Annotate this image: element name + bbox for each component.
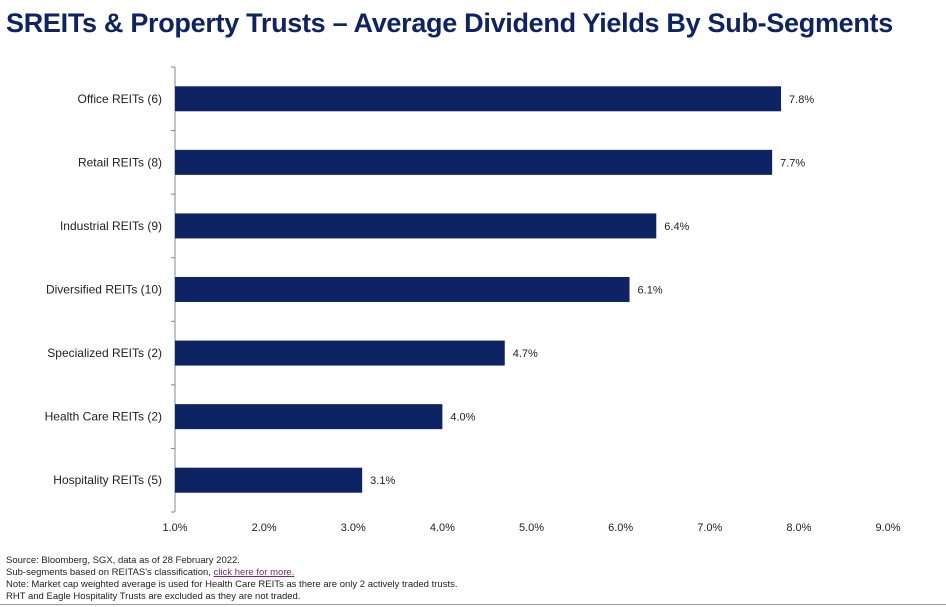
page-title: SREITs & Property Trusts – Average Divid… xyxy=(6,8,893,38)
click-here-link[interactable]: click here for more. xyxy=(213,567,295,578)
bar xyxy=(175,340,505,366)
bar-layer xyxy=(175,86,782,493)
data-label: 7.8% xyxy=(789,94,814,106)
bar xyxy=(175,86,782,112)
data-label: 3.1% xyxy=(370,475,395,487)
excluded-trusts-note: RHT and Eagle Hospitality Trusts are exc… xyxy=(6,591,301,602)
data-label: 6.4% xyxy=(664,221,689,233)
x-tick-label: 2.0% xyxy=(252,522,277,534)
chart-footer: Source: Bloomberg, SGX, data as of 28 Fe… xyxy=(6,555,457,603)
bar xyxy=(175,149,773,175)
category-label: Industrial REITs (9) xyxy=(60,219,162,233)
category-label: Health Care REITs (2) xyxy=(45,410,162,424)
x-tick-label: 4.0% xyxy=(430,522,455,534)
bar xyxy=(175,404,443,430)
x-tick-label: 5.0% xyxy=(519,522,544,534)
x-tick-label: 8.0% xyxy=(786,522,811,534)
classification-note-text: Sub-segments based on REITAS's classific… xyxy=(6,567,214,578)
category-label: Retail REITs (8) xyxy=(78,155,162,169)
classification-note: Sub-segments based on REITAS's classific… xyxy=(6,567,457,579)
x-tick-label: 1.0% xyxy=(162,522,187,534)
category-label: Office REITs (6) xyxy=(78,92,162,106)
x-tick-label: 6.0% xyxy=(608,522,633,534)
category-label: Diversified REITs (10) xyxy=(46,283,162,297)
source-note: Source: Bloomberg, SGX, data as of 28 Fe… xyxy=(6,555,240,566)
x-tick-label: 3.0% xyxy=(341,522,366,534)
bar-chart: Office REITs (6) 7.8% Retail REITs (8) 7.7%… xyxy=(45,66,901,534)
bar xyxy=(175,277,630,302)
data-label: 4.7% xyxy=(513,348,538,360)
label-layer: Office REITs (6) 7.8% Retail REITs (8) 7.7%… xyxy=(45,92,901,534)
data-label: 6.1% xyxy=(638,285,663,297)
bottom-divider xyxy=(0,604,946,605)
axis-layer xyxy=(171,66,176,513)
bar xyxy=(175,213,657,239)
data-label: 7.7% xyxy=(780,157,805,169)
x-tick-label: 7.0% xyxy=(697,522,722,534)
category-label: Specialized REITs (2) xyxy=(47,346,162,360)
x-tick-label: 9.0% xyxy=(875,522,900,534)
data-label: 4.0% xyxy=(450,412,475,424)
category-label: Hospitality REITs (5) xyxy=(53,473,162,487)
bar xyxy=(175,467,363,493)
health-care-note: Note: Market cap weighted average is use… xyxy=(6,579,458,590)
